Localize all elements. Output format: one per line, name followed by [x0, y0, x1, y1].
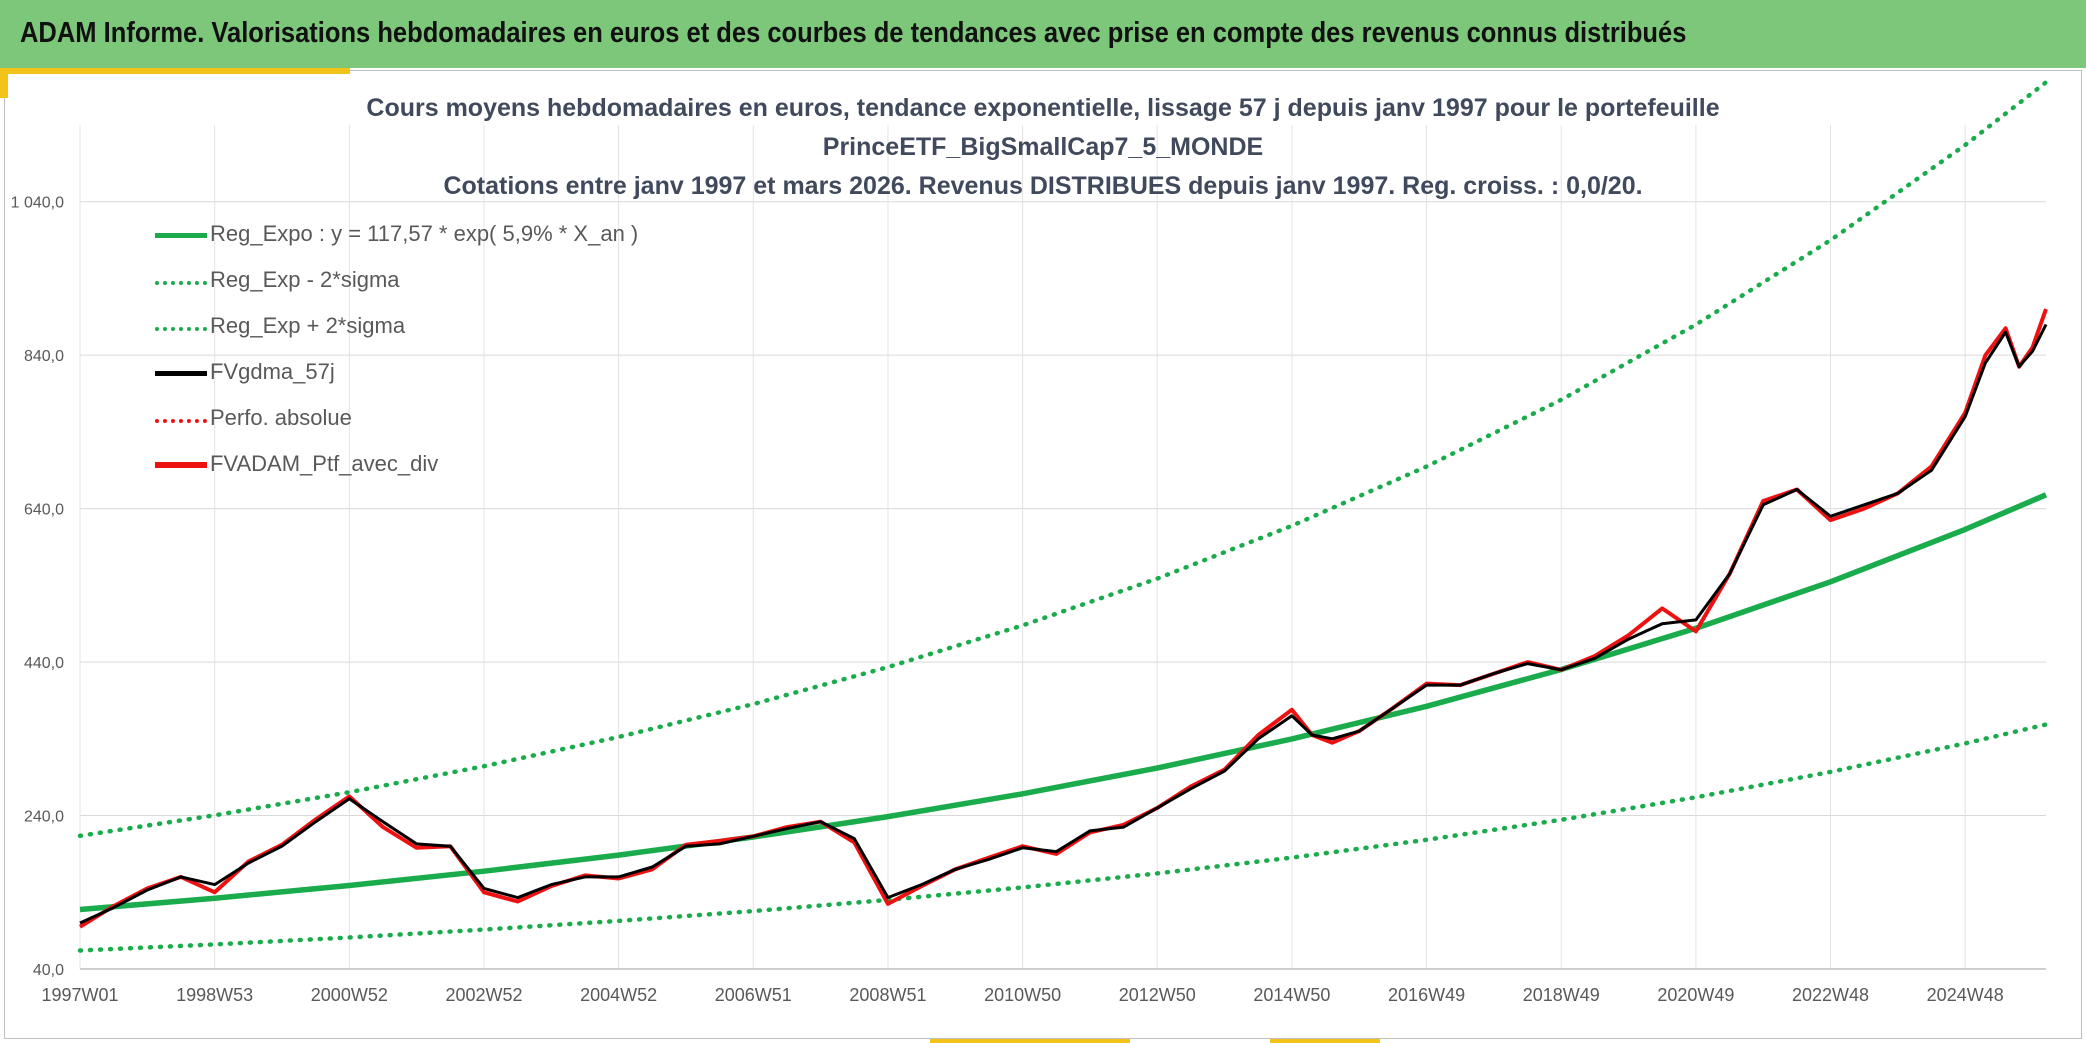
chart-title-line-3: Cotations entre janv 1997 et mars 2026. … [443, 172, 1643, 200]
x-tick-label: 2024W48 [1927, 985, 2004, 1005]
x-tick-label: 2006W51 [715, 985, 792, 1005]
legend-swatch-dotted-red [155, 419, 207, 423]
accent-bar-top [0, 68, 350, 74]
x-tick-label: 2010W50 [984, 985, 1061, 1005]
legend-swatch-dotted-green [155, 327, 207, 331]
series-line-solid-green [79, 492, 2048, 913]
y-tick-label: 40,0 [33, 962, 64, 979]
legend-swatch-solid-red [155, 462, 207, 468]
series-line-dotted-green [77, 80, 2049, 839]
x-tick-label: 1998W53 [176, 985, 253, 1005]
legend-label: Reg_Exp + 2*sigma [210, 313, 406, 338]
accent-bar-left [0, 68, 8, 98]
x-tick-label: 2000W52 [311, 985, 388, 1005]
legend-label: Reg_Expo : y = 117,57 * exp( 5,9% * X_an… [210, 221, 639, 246]
y-tick-label: 440,0 [24, 655, 64, 672]
legend-swatch-dotted-green [155, 281, 207, 285]
x-tick-label: 2004W52 [580, 985, 657, 1005]
series-line-solid-red [78, 308, 2048, 929]
x-tick-label: 2002W52 [445, 985, 522, 1005]
legend-label: Perfo. absolue [210, 405, 352, 430]
y-tick-label: 1 040,0 [11, 195, 64, 212]
x-tick-label: 1997W01 [41, 985, 118, 1005]
y-tick-label: 840,0 [24, 348, 64, 365]
legend-label: FVgdma_57j [210, 359, 335, 384]
x-tick-label: 2014W50 [1253, 985, 1330, 1005]
report-title: ADAM Informe. Valorisations hebdomadaire… [20, 17, 1687, 49]
legend-label: FVADAM_Ptf_avec_div [210, 451, 439, 476]
x-tick-label: 2008W51 [849, 985, 926, 1005]
accent-bar-bottom-2 [1270, 1039, 1380, 1043]
series-line-solid-black [79, 323, 2048, 925]
x-tick-label: 2018W49 [1523, 985, 1600, 1005]
chart-title-line-2: PrinceETF_BigSmallCap7_5_MONDE [822, 133, 1264, 161]
x-tick-label: 2022W48 [1792, 985, 1869, 1005]
legend-label: Reg_Exp - 2*sigma [210, 267, 400, 292]
accent-bar-bottom-1 [930, 1039, 1130, 1043]
x-tick-label: 2012W50 [1119, 985, 1196, 1005]
series-line-dotted-green [77, 722, 2049, 953]
chart-frame [4, 70, 2082, 1039]
report-header: ADAM Informe. Valorisations hebdomadaire… [0, 0, 2086, 68]
chart-title-line-1: Cours moyens hebdomadaires en euros, ten… [366, 94, 1720, 122]
y-tick-label: 640,0 [24, 502, 64, 519]
legend-swatch-solid-green [155, 233, 207, 238]
x-tick-label: 2020W49 [1657, 985, 1734, 1005]
y-tick-label: 240,0 [24, 809, 64, 826]
legend-swatch-solid-black [155, 371, 207, 376]
x-tick-label: 2016W49 [1388, 985, 1465, 1005]
